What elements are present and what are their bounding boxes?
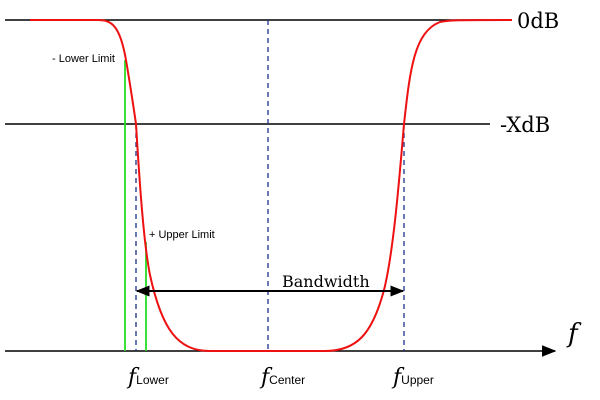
zero-db-label: 0dB <box>517 9 559 33</box>
lower-limit-label: - Lower Limit <box>52 53 115 65</box>
minus-x-db-label: -XdB <box>500 113 550 137</box>
upper-limit-label: + Upper Limit <box>149 229 215 241</box>
f-center-tick-label: fCenter <box>259 365 305 390</box>
f-lower-tick-label: fLower <box>126 365 169 390</box>
f-upper-sub: Upper <box>401 373 434 387</box>
f-lower-sub: Lower <box>136 373 169 387</box>
f-upper-tick-label: fUpper <box>391 365 434 390</box>
f-center-sub: Center <box>269 373 305 387</box>
response-curve <box>30 19 513 352</box>
bandwidth-label: Bandwidth <box>282 272 370 291</box>
frequency-axis-symbol: f <box>566 319 582 349</box>
